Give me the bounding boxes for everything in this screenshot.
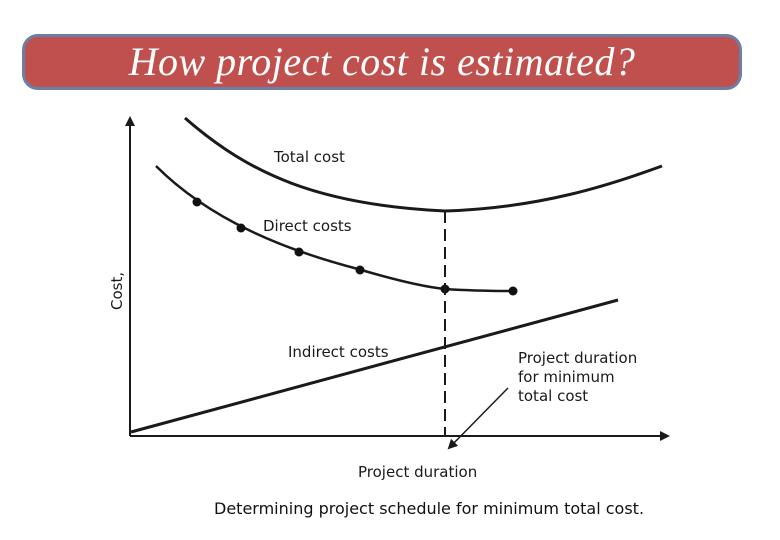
direct-costs-label: Direct costs bbox=[263, 217, 352, 235]
direct-cost-point bbox=[508, 286, 518, 296]
total-cost-curve bbox=[184, 116, 663, 213]
direct-cost-curve bbox=[155, 165, 514, 293]
direct-cost-point bbox=[236, 223, 246, 233]
slide-title: How project cost is estimated? bbox=[128, 39, 636, 84]
x-axis-label: Project duration bbox=[358, 463, 477, 481]
indirect-costs-label: Indirect costs bbox=[288, 343, 389, 361]
annotation-line-3: total cost bbox=[518, 387, 588, 405]
annotation-arrow bbox=[447, 387, 509, 450]
y-axis-label: Cost, bbox=[108, 272, 126, 310]
total-cost-label: Total cost bbox=[273, 148, 345, 166]
direct-cost-point bbox=[355, 265, 365, 275]
annotation-line-2: for minimum bbox=[518, 368, 615, 386]
indirect-cost-line bbox=[130, 298, 619, 434]
annotation-line-1: Project duration bbox=[518, 349, 637, 367]
direct-cost-point bbox=[294, 247, 304, 257]
direct-cost-point bbox=[192, 197, 202, 207]
title-banner: How project cost is estimated? bbox=[22, 34, 742, 90]
figure-caption: Determining project schedule for minimum… bbox=[214, 499, 644, 518]
